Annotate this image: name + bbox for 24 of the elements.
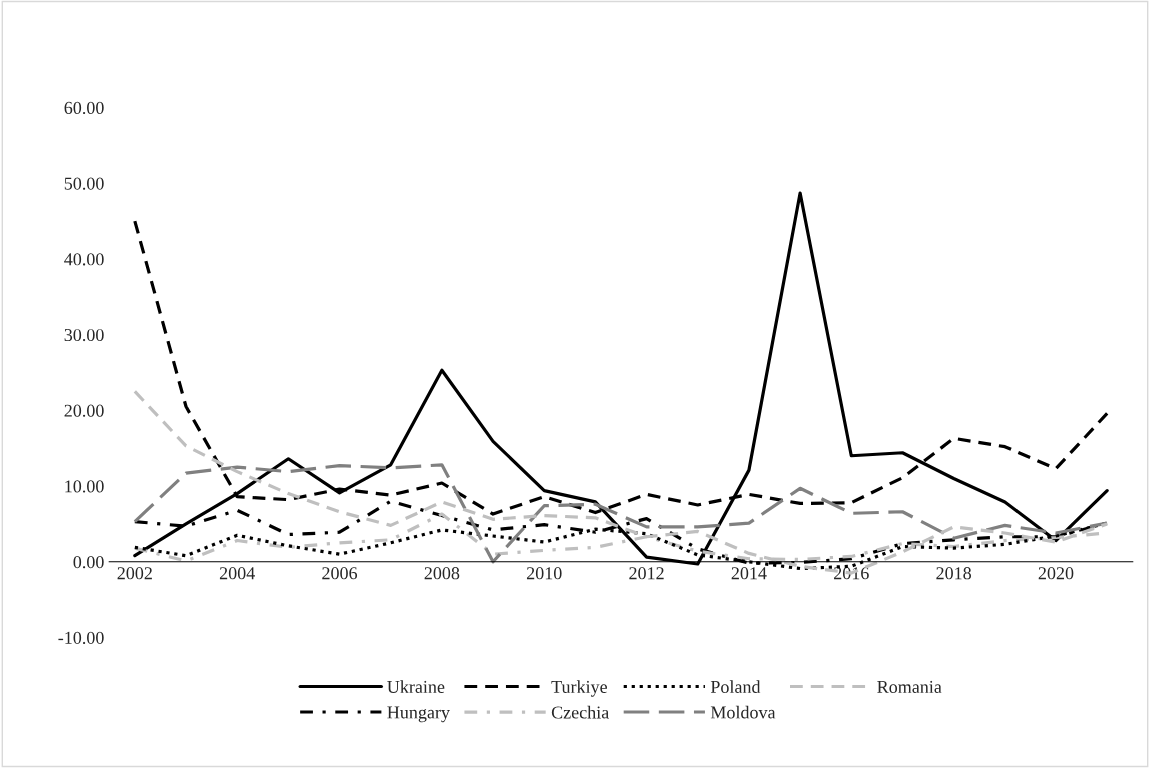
y-tick-label: 50.00 [64, 177, 104, 190]
x-tick-label: 2008 [424, 567, 460, 580]
y-tick-label: 10.00 [65, 480, 104, 493]
x-tick-label: 2006 [322, 567, 358, 580]
y-tick-label: 60.00 [64, 101, 104, 115]
x-tick-label: 2014 [731, 567, 767, 580]
x-tick-label: 2012 [629, 567, 664, 580]
legend-label: Poland [710, 680, 761, 693]
y-tick-label: 0.00 [73, 555, 104, 569]
x-tick-label: 2018 [936, 567, 971, 580]
y-tick-label: 20.00 [64, 404, 104, 417]
x-tick-label: 2004 [219, 567, 255, 580]
x-tick-label: 2002 [117, 567, 152, 580]
x-tick-label: 2010 [526, 567, 562, 580]
y-tick-label: 30.00 [64, 328, 104, 342]
y-tick-label: 40.00 [64, 253, 104, 266]
legend-label: Turkiye [551, 680, 607, 697]
x-tick-label: 2020 [1038, 567, 1074, 580]
legend-label: Czechia [551, 705, 609, 719]
legend-label: Romania [877, 680, 942, 693]
y-tick-label: -10.00 [58, 631, 104, 644]
legend-label: Hungary [387, 706, 450, 723]
legend-label: Moldova [710, 705, 776, 719]
legend-label: Ukraine [387, 680, 445, 693]
